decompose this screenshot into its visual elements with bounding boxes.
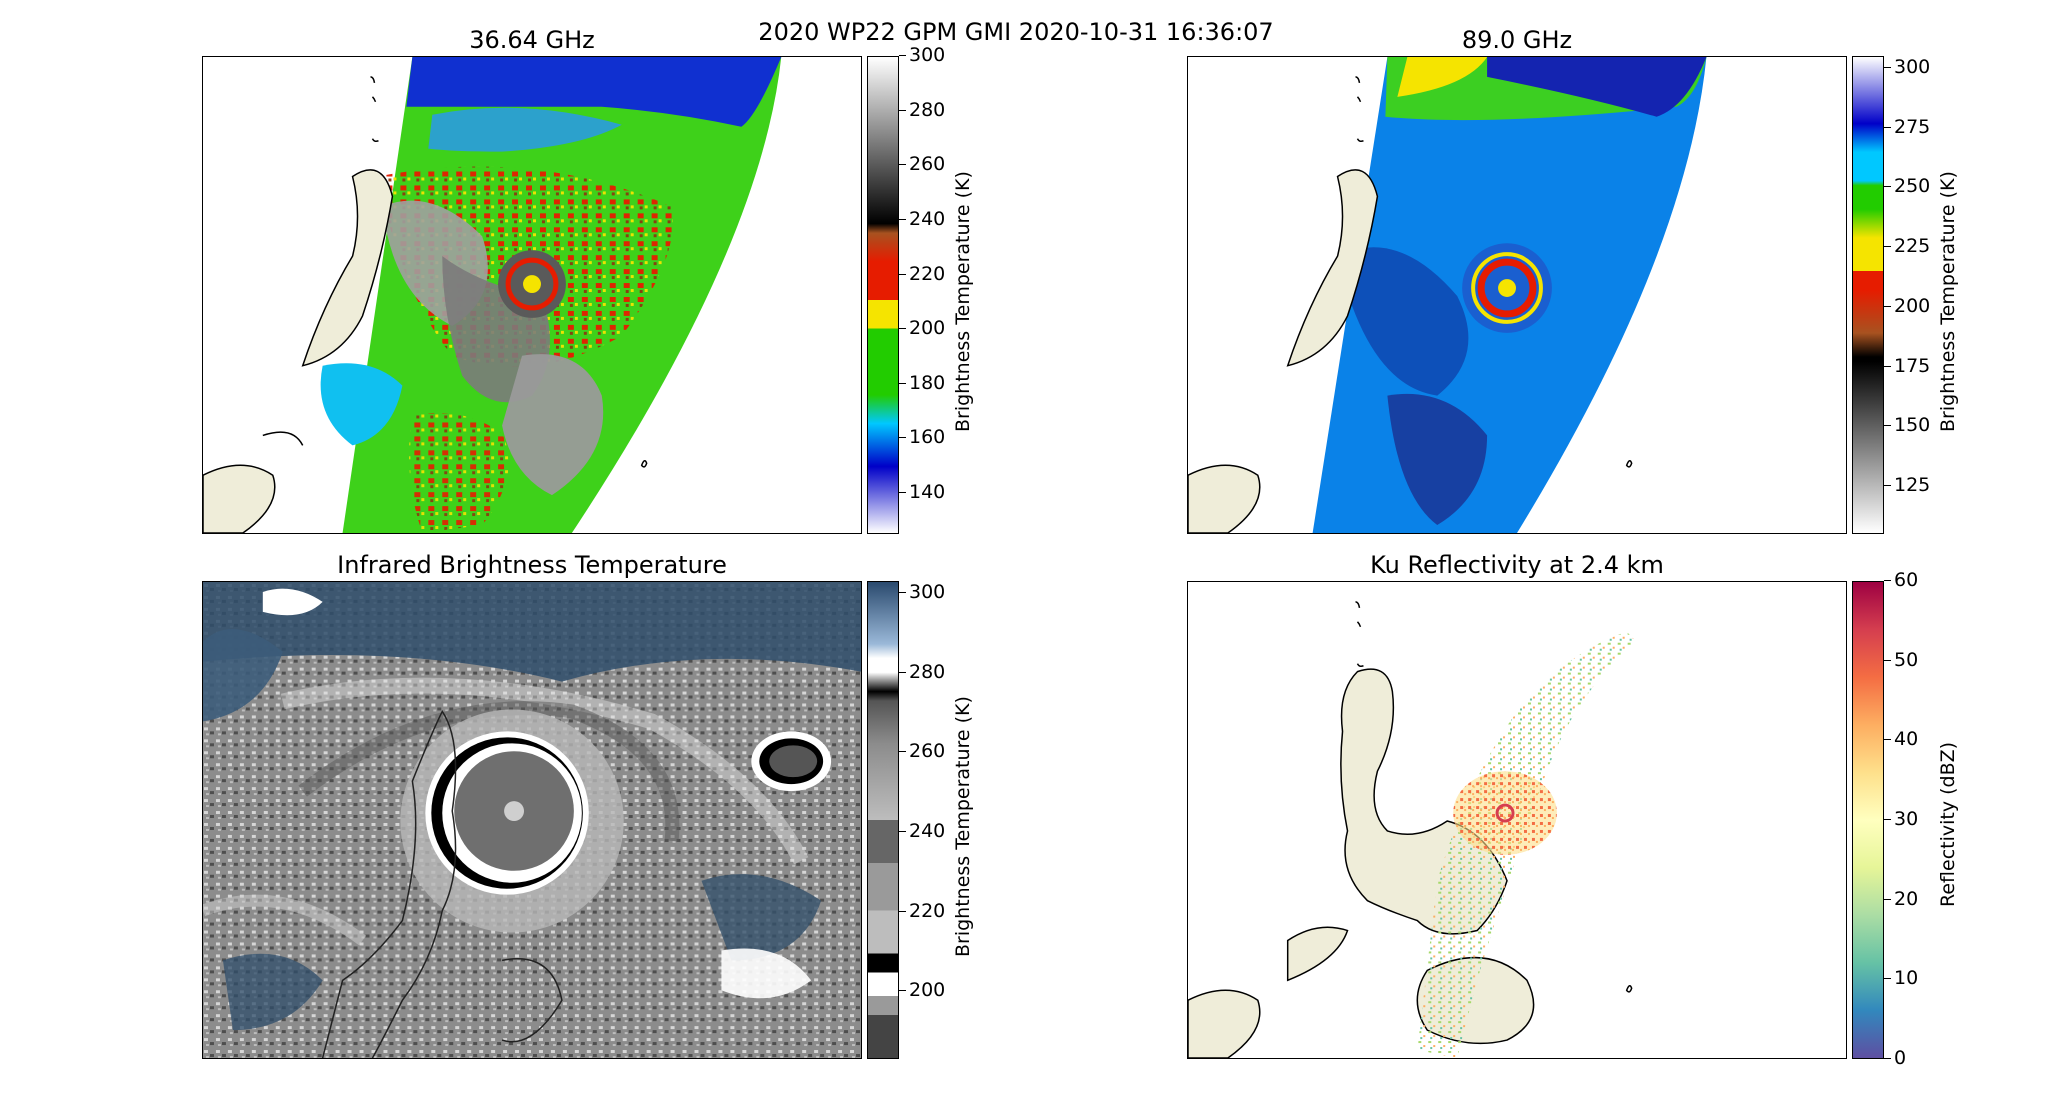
colorbar-tick-label: 150 [1883,414,1931,437]
colorbar-tick-label: 280 [898,98,946,121]
colorbar-tick-label: 220 [898,899,946,922]
colorbar-tick-label: 30 [1883,808,1919,830]
panel-2-colorbar [1852,56,1884,534]
panel-2-heatmap [1188,57,1707,533]
panel-2-map [1187,56,1847,534]
colorbar-tick-label: 200 [898,317,946,340]
colorbar-tick-label: 0 [1883,1047,1907,1069]
panel-4-title: Ku Reflectivity at 2.4 km [1370,551,1664,579]
panel-1-heatmap [203,57,782,533]
colorbar-tick-label: 140 [898,481,946,504]
colorbar-tick-label: 240 [898,207,946,230]
panel-4-map [1187,581,1847,1059]
colorbar-tick-label: 20 [1883,887,1919,910]
colorbar-tick-label: 260 [898,153,946,176]
panel-4-heatmap [1188,601,1637,1058]
panel-1-colorbar [867,56,899,534]
panel-2-colorbar-label: Brightness Temperature (K) [1937,171,1959,432]
panel-4-colorbar-label: Reflectivity (dBZ) [1937,741,1959,907]
panel-4-colorbar [1852,581,1884,1059]
colorbar-tick-label: 40 [1883,728,1919,751]
panel-3-map [202,581,862,1059]
panel-3-heatmap [203,582,861,1058]
figure-title: 2020 WP22 GPM GMI 2020-10-31 16:36:07 [758,18,1274,46]
panel-2-title: 89.0 GHz [1461,26,1573,54]
panel-1-colorbar-label: Brightness Temperature (K) [952,171,974,432]
panel-1-map [202,56,862,534]
colorbar-tick-label: 250 [1883,175,1931,198]
colorbar-tick-label: 160 [898,426,946,449]
panel-3-colorbar [867,581,899,1059]
colorbar-tick-label: 300 [1883,55,1931,78]
panel-3-title: Infrared Brightness Temperature [337,551,727,579]
colorbar-tick-label: 125 [1883,474,1931,497]
colorbar-tick-label: 280 [898,660,946,683]
panel-1-title: 36.64 GHz [469,26,595,54]
colorbar-tick-label: 50 [1883,648,1919,671]
colorbar-tick-label: 60 [1883,569,1919,591]
colorbar-tick-label: 200 [898,979,946,1002]
colorbar-tick-label: 260 [898,740,946,763]
colorbar-tick-label: 180 [898,371,946,394]
colorbar-tick-label: 300 [898,44,946,66]
colorbar-tick-label: 175 [1883,354,1931,377]
colorbar-tick-label: 300 [898,580,946,603]
colorbar-tick-label: 10 [1883,967,1919,990]
colorbar-tick-label: 220 [898,262,946,285]
colorbar-tick-label: 200 [1883,294,1931,317]
colorbar-tick-label: 275 [1883,115,1931,138]
panel-3-colorbar-label: Brightness Temperature (K) [952,696,974,957]
colorbar-tick-label: 225 [1883,235,1931,258]
colorbar-tick-label: 240 [898,819,946,842]
